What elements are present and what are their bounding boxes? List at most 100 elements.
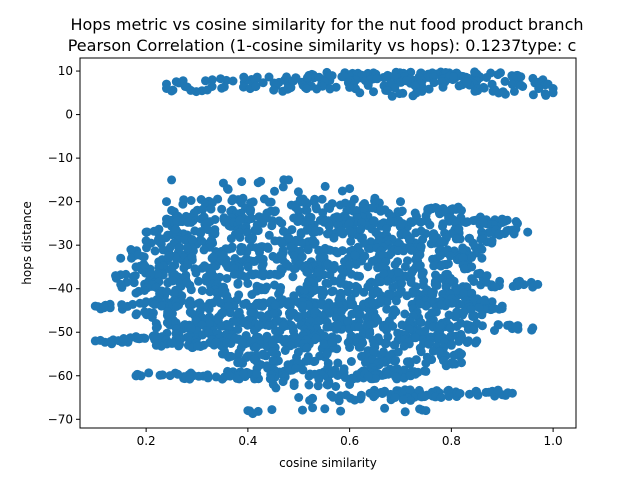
- data-point: [225, 308, 235, 318]
- data-point: [380, 205, 390, 215]
- data-point: [186, 85, 196, 95]
- data-point: [302, 267, 312, 277]
- y-axis-label: hops distance: [20, 201, 34, 284]
- data-point: [365, 328, 375, 338]
- y-tick-label: −50: [48, 325, 73, 339]
- data-point: [162, 84, 171, 93]
- data-point: [234, 309, 244, 319]
- data-point: [116, 253, 126, 263]
- data-point: [424, 84, 434, 94]
- data-point: [202, 218, 212, 228]
- data-point: [227, 196, 237, 206]
- data-point: [376, 298, 385, 308]
- data-point: [391, 372, 401, 382]
- data-point: [282, 72, 291, 82]
- x-axis-ticks: 0.2 0.4 0.6 0.8 1.0: [137, 428, 563, 448]
- data-point: [286, 307, 296, 317]
- data-point: [421, 366, 431, 376]
- data-point: [372, 74, 382, 84]
- data-point: [258, 350, 268, 360]
- data-point: [329, 233, 339, 243]
- data-point: [156, 301, 166, 311]
- data-point: [308, 235, 318, 245]
- data-point: [289, 381, 299, 391]
- data-point: [317, 194, 327, 204]
- data-point: [133, 334, 143, 344]
- data-point: [400, 262, 410, 272]
- data-point: [187, 235, 197, 244]
- data-point: [105, 337, 115, 346]
- data-point: [151, 323, 161, 333]
- data-point: [328, 392, 338, 402]
- data-point: [187, 252, 197, 262]
- data-point: [454, 81, 464, 91]
- data-point: [243, 279, 253, 288]
- data-point: [354, 322, 364, 332]
- data-point: [257, 301, 267, 311]
- data-point: [233, 358, 243, 368]
- data-point: [161, 233, 171, 243]
- data-point: [416, 226, 426, 236]
- data-point: [345, 343, 355, 352]
- data-point: [275, 286, 285, 295]
- data-point: [490, 282, 500, 292]
- data-point: [243, 320, 253, 330]
- data-point: [333, 358, 343, 368]
- data-point: [111, 271, 121, 281]
- y-tick-label: −10: [48, 151, 73, 165]
- data-point: [310, 194, 320, 204]
- data-point: [369, 217, 379, 226]
- data-point: [264, 72, 274, 82]
- data-point: [193, 341, 202, 351]
- data-point: [289, 251, 299, 261]
- data-point: [369, 87, 378, 97]
- data-point: [415, 261, 425, 271]
- data-point: [128, 299, 138, 309]
- data-point: [202, 85, 212, 95]
- data-point: [515, 276, 525, 286]
- data-point: [243, 262, 253, 272]
- data-point: [225, 371, 235, 381]
- data-point: [223, 294, 233, 304]
- data-point: [277, 239, 287, 249]
- data-point: [400, 309, 410, 319]
- data-point: [180, 235, 190, 245]
- data-point: [431, 270, 440, 280]
- data-point: [438, 219, 448, 229]
- data-point: [406, 371, 416, 381]
- data-point: [320, 404, 330, 414]
- data-point: [368, 298, 378, 308]
- data-point: [142, 243, 151, 253]
- data-point: [207, 75, 217, 85]
- data-point: [507, 388, 517, 398]
- data-point: [301, 197, 311, 207]
- data-point: [448, 204, 458, 214]
- data-point: [346, 269, 356, 279]
- data-point: [424, 355, 434, 365]
- data-point: [397, 206, 407, 216]
- data-point: [233, 325, 243, 334]
- data-point: [462, 338, 472, 347]
- data-point: [117, 300, 127, 310]
- data-point: [498, 87, 508, 97]
- data-point: [457, 205, 466, 215]
- data-point: [346, 236, 356, 246]
- data-point: [367, 203, 377, 213]
- data-point: [345, 184, 355, 194]
- data-point: [435, 321, 445, 331]
- data-point: [307, 394, 317, 404]
- data-point: [131, 371, 141, 381]
- data-point: [216, 321, 226, 331]
- y-tick-label: 10: [58, 64, 73, 78]
- data-point: [411, 355, 421, 365]
- data-point: [299, 285, 309, 295]
- data-point: [264, 230, 274, 240]
- data-point: [457, 358, 466, 368]
- data-point: [345, 82, 355, 92]
- data-point: [400, 407, 410, 417]
- data-point: [451, 234, 461, 244]
- data-point: [356, 224, 366, 234]
- data-point: [185, 299, 195, 309]
- data-point: [278, 377, 288, 387]
- data-point: [482, 271, 492, 281]
